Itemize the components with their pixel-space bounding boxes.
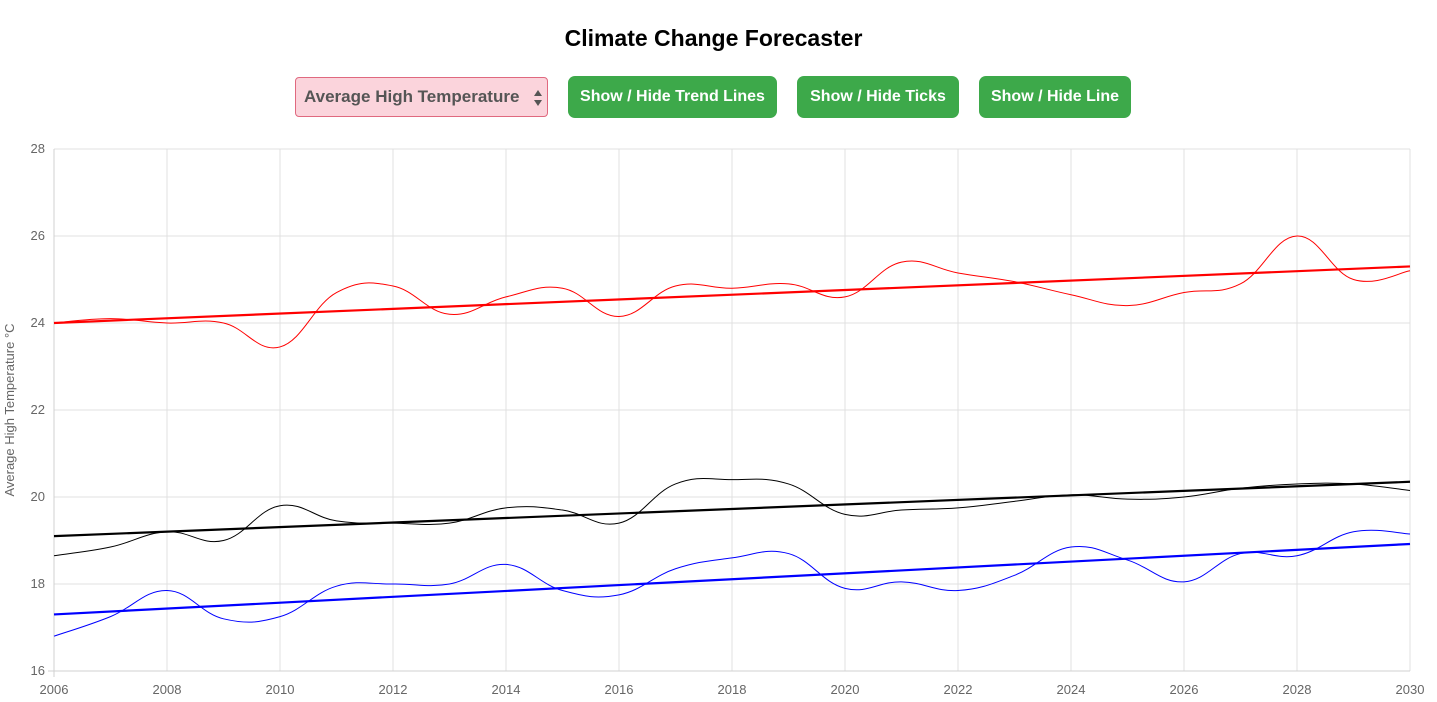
x-tick-label: 2010 [266,682,295,697]
x-tick-label: 2016 [605,682,634,697]
y-tick-label: 22 [31,402,45,417]
x-tick-label: 2014 [492,682,521,697]
x-tick-label: 2030 [1396,682,1425,697]
y-tick-label: 24 [31,315,45,330]
y-tick-label: 16 [31,663,45,678]
y-tick-label: 18 [31,576,45,591]
trend-line-2 [53,480,1411,538]
select-arrows-icon [534,90,542,106]
toggle-line-button[interactable]: Show / Hide Line [979,76,1131,118]
x-tick-label: 2022 [944,682,973,697]
series-line-2 [53,478,1411,557]
y-tick-label: 26 [31,228,45,243]
x-tick-label: 2028 [1283,682,1312,697]
metric-select[interactable]: Average High Temperature [295,77,548,117]
x-tick-label: 2018 [718,682,747,697]
trend-line-3 [53,542,1411,616]
series-line-3 [53,529,1411,637]
x-tick-label: 2012 [379,682,408,697]
x-tick-label: 2020 [831,682,860,697]
y-axis-title: Average High Temperature °C [2,323,17,496]
x-tick-label: 2024 [1057,682,1086,697]
y-tick-label: 20 [31,489,45,504]
metric-select-value: Average High Temperature [304,87,520,106]
x-tick-label: 2008 [153,682,182,697]
x-tick-label: 2006 [40,682,69,697]
toggle-trend-lines-button[interactable]: Show / Hide Trend Lines [568,76,777,118]
toggle-ticks-button[interactable]: Show / Hide Ticks [797,76,959,118]
y-tick-label: 28 [31,141,45,156]
page-title: Climate Change Forecaster [564,25,863,51]
x-tick-label: 2026 [1170,682,1199,697]
series-line-1 [53,235,1411,349]
trend-line-1 [53,265,1411,325]
controls-bar: Average High Temperature Show / Hide Tre… [0,76,1427,118]
